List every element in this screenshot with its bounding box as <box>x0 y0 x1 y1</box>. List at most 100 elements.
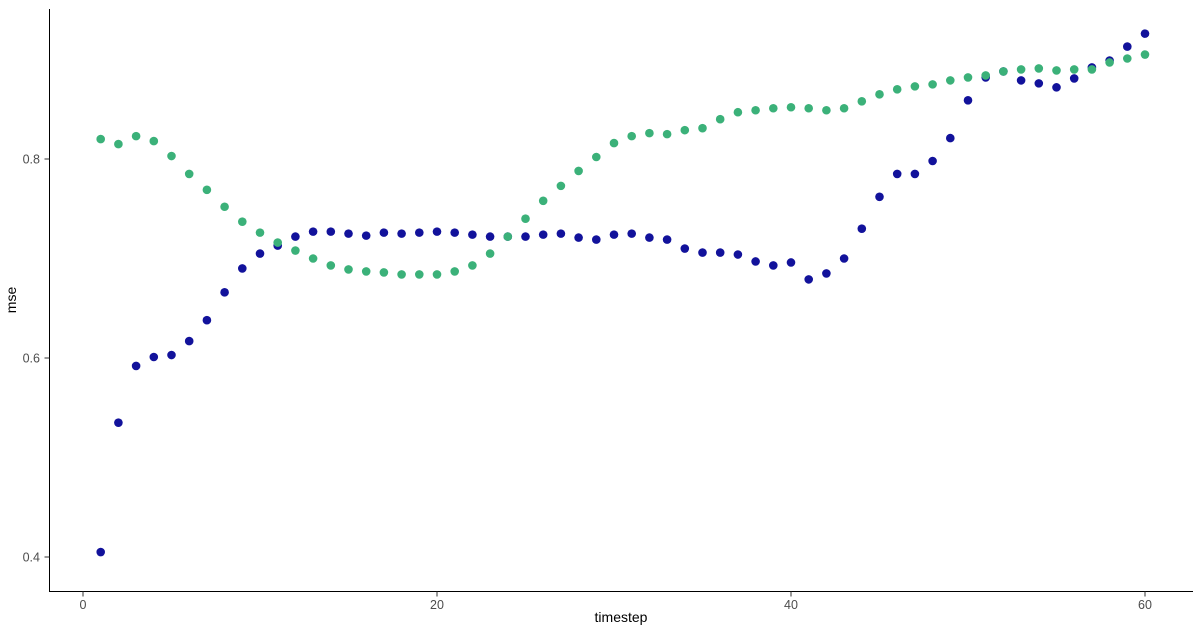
navy-series-point <box>786 258 796 267</box>
green-series-point <box>1105 58 1114 67</box>
navy-series-point <box>698 248 707 257</box>
navy-series-point <box>875 192 884 202</box>
navy-series-point <box>574 233 583 242</box>
green-series-point <box>662 129 672 139</box>
x-tick-label: 20 <box>430 598 444 612</box>
green-series-point <box>415 270 424 279</box>
green-series-point <box>751 105 760 115</box>
green-series-point <box>379 268 389 277</box>
green-series-point <box>645 128 654 138</box>
x-axis-title: timestep <box>595 609 648 625</box>
green-series-point <box>963 73 973 82</box>
green-series-point <box>574 166 583 176</box>
navy-series-point <box>662 235 672 244</box>
green-series-point <box>485 249 495 258</box>
green-series-point <box>804 103 813 113</box>
green-series-point <box>114 139 123 149</box>
navy-series-point <box>680 244 690 253</box>
green-series-point <box>220 202 229 212</box>
navy-series-point <box>415 228 424 237</box>
navy-series-point <box>627 229 636 238</box>
navy-series-point <box>432 227 442 236</box>
green-series-point <box>592 152 601 162</box>
green-series-point <box>521 214 530 223</box>
green-series-point <box>149 136 159 146</box>
navy-series-point <box>1069 74 1079 83</box>
green-series-point <box>822 105 831 115</box>
navy-series-point <box>255 249 265 258</box>
navy-series-point <box>1034 79 1044 88</box>
x-tick-label: 0 <box>80 598 87 612</box>
green-series-point <box>450 267 460 276</box>
navy-series-point <box>344 229 353 238</box>
green-series-point <box>1140 50 1150 59</box>
x-tick-label: 60 <box>1138 598 1152 612</box>
green-series-point <box>308 254 318 263</box>
green-series-point <box>326 261 336 270</box>
green-series-point <box>875 90 884 99</box>
navy-series-point <box>96 547 105 557</box>
navy-series-point <box>892 169 902 179</box>
navy-series-point <box>397 229 406 238</box>
navy-series-point <box>184 336 194 346</box>
navy-series-point <box>839 254 849 263</box>
y-axis-ticks: 0.4 0.6 0.8 <box>23 153 50 565</box>
navy-series-point <box>556 229 566 238</box>
navy-series-point <box>804 275 813 284</box>
navy-series-point <box>1016 76 1026 85</box>
navy-series-point <box>1123 42 1132 51</box>
green-series-point <box>1034 64 1044 73</box>
navy-series-point <box>769 261 778 270</box>
navy-series-point <box>131 361 141 371</box>
data-points-layer <box>96 29 1150 557</box>
green-series-point <box>892 85 902 94</box>
green-series-point <box>538 196 548 206</box>
green-series-point <box>910 82 920 91</box>
navy-series-point <box>963 95 973 105</box>
green-series-point <box>946 76 955 85</box>
navy-series-point <box>149 352 159 362</box>
green-series-point <box>432 270 442 279</box>
navy-series-point <box>645 233 654 242</box>
green-series-point <box>273 238 283 247</box>
y-tick-label: 0.8 <box>23 153 40 167</box>
green-series-point <box>928 80 937 89</box>
green-series-point <box>255 228 265 237</box>
navy-series-point <box>521 232 530 241</box>
navy-series-point <box>910 169 920 179</box>
green-series-point <box>344 265 353 274</box>
green-series-point <box>184 169 194 179</box>
navy-series-point <box>1140 29 1150 38</box>
green-series-point <box>857 96 867 106</box>
green-series-point <box>1123 54 1132 63</box>
navy-series-point <box>733 250 743 259</box>
navy-series-point <box>220 288 229 297</box>
navy-series-point <box>450 228 460 237</box>
green-series-point <box>1069 65 1079 74</box>
navy-series-point <box>1052 83 1061 92</box>
navy-series-point <box>485 232 495 241</box>
navy-series-point <box>238 264 247 273</box>
green-series-point <box>202 185 212 195</box>
green-series-point <box>786 102 796 112</box>
green-series-point <box>698 123 707 133</box>
green-series-point <box>131 131 141 141</box>
y-axis-title: mse <box>3 287 19 314</box>
y-tick-label: 0.4 <box>23 551 40 565</box>
green-series-point <box>1052 66 1061 75</box>
green-series-point <box>397 270 406 279</box>
green-series-point <box>167 151 176 161</box>
green-series-point <box>1087 65 1097 74</box>
green-series-point <box>468 261 477 270</box>
green-series-point <box>839 103 849 113</box>
navy-series-point <box>928 156 937 166</box>
y-tick-label: 0.6 <box>23 352 40 366</box>
green-series-point <box>1016 65 1026 74</box>
navy-series-point <box>715 248 725 257</box>
green-series-point <box>361 267 371 276</box>
navy-series-point <box>202 315 212 325</box>
green-series-point <box>981 71 990 80</box>
green-series-point <box>609 138 619 148</box>
navy-series-point <box>167 350 176 360</box>
